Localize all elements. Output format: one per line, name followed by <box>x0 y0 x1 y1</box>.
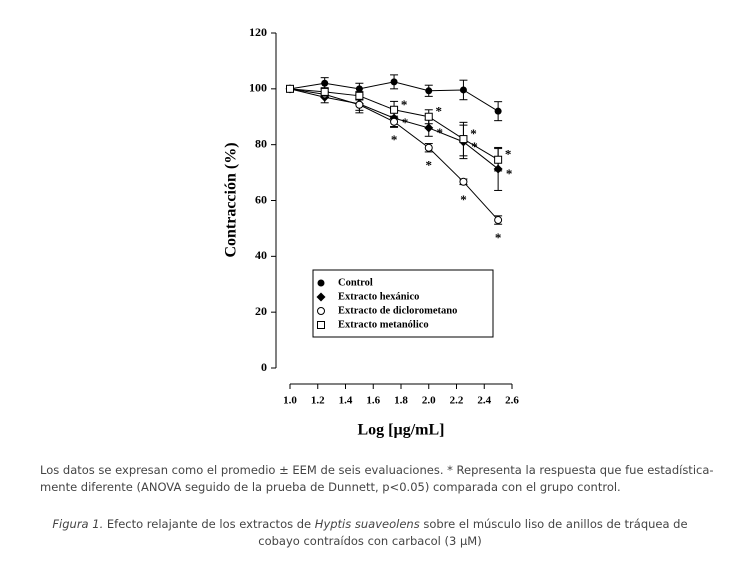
caption-text: sobre el músculo liso de anillos de tráq… <box>423 517 688 531</box>
y-tick-label: 60 <box>255 192 267 206</box>
caption-text: Efecto relajante de los extractos de <box>106 517 312 531</box>
data-point <box>424 112 433 121</box>
note-line: Los datos se expresan como el promedio ±… <box>40 463 714 477</box>
y-tick-label: 100 <box>249 81 267 95</box>
data-point <box>424 123 434 133</box>
legend-marker <box>317 307 325 315</box>
data-point <box>355 100 364 109</box>
significance-mark: * <box>506 166 513 181</box>
significance-mark: * <box>505 147 512 162</box>
data-point <box>494 155 503 164</box>
legend-label: Extracto hexánico <box>338 291 419 302</box>
significance-mark: * <box>460 192 467 207</box>
significance-mark: * <box>426 158 433 173</box>
data-point <box>494 216 503 225</box>
caption-line: cobayo contraídos con carbacol (3 µM) <box>258 534 482 548</box>
x-tick-label: 1.6 <box>366 395 380 407</box>
data-point <box>390 105 399 114</box>
y-tick-label: 0 <box>261 360 267 374</box>
data-point <box>459 86 467 94</box>
significance-mark: * <box>436 104 443 119</box>
x-tick-label: 1.0 <box>283 395 297 407</box>
x-tick-label: 1.4 <box>339 395 353 407</box>
x-tick-label: 1.8 <box>394 395 408 407</box>
caption: Figura 1. Efecto relajante de los extrac… <box>20 516 720 550</box>
x-tick-label: 1.2 <box>311 395 325 407</box>
caption-label: Figura 1. <box>52 517 104 531</box>
data-point <box>321 79 329 87</box>
legend-marker <box>317 321 325 329</box>
significance-mark: * <box>471 139 478 154</box>
legend-marker <box>316 292 326 302</box>
note-line: mente diferente (ANOVA seguido de la pru… <box>40 480 621 494</box>
note: Los datos se expresan como el promedio ±… <box>40 462 720 496</box>
significance-mark: * <box>402 115 409 130</box>
data-point <box>425 87 433 95</box>
legend-label: Extracto de diclorometano <box>338 305 457 316</box>
series-line <box>289 88 499 170</box>
y-tick-label: 20 <box>255 304 267 318</box>
significance-mark: * <box>470 126 477 141</box>
significance-mark: * <box>391 132 398 147</box>
y-axis-label: Contracción (%) <box>223 142 240 257</box>
data-point <box>390 78 398 86</box>
caption-species: Hyptis suaveolens <box>314 517 420 531</box>
y-tick-label: 120 <box>249 25 267 39</box>
data-point <box>424 143 433 152</box>
x-tick-label: 2.0 <box>422 395 436 407</box>
significance-mark: * <box>401 97 408 112</box>
data-point <box>355 91 364 100</box>
x-tick-label: 2.6 <box>505 395 519 407</box>
data-point <box>320 87 329 96</box>
x-tick-label: 2.4 <box>477 395 491 407</box>
data-point <box>459 135 468 144</box>
significance-mark: * <box>495 230 502 245</box>
data-point <box>355 85 363 93</box>
legend-label: Extracto metanólico <box>338 319 429 330</box>
legend-marker <box>317 279 325 287</box>
significance-mark: * <box>437 125 444 140</box>
legend-box <box>312 269 494 338</box>
data-point <box>390 117 399 126</box>
y-tick-label: 80 <box>255 136 267 150</box>
chart: Contracción (%) Log [µg/mL] 0 20 40 60 80 100… <box>223 25 520 439</box>
data-point <box>494 107 502 115</box>
data-point <box>459 177 468 186</box>
y-tick-label: 40 <box>255 248 267 262</box>
x-axis-label: Log [µg/mL] <box>358 422 445 439</box>
legend-label: Control <box>338 277 373 288</box>
x-tick-label: 2.2 <box>450 395 464 407</box>
data-point <box>286 84 294 93</box>
